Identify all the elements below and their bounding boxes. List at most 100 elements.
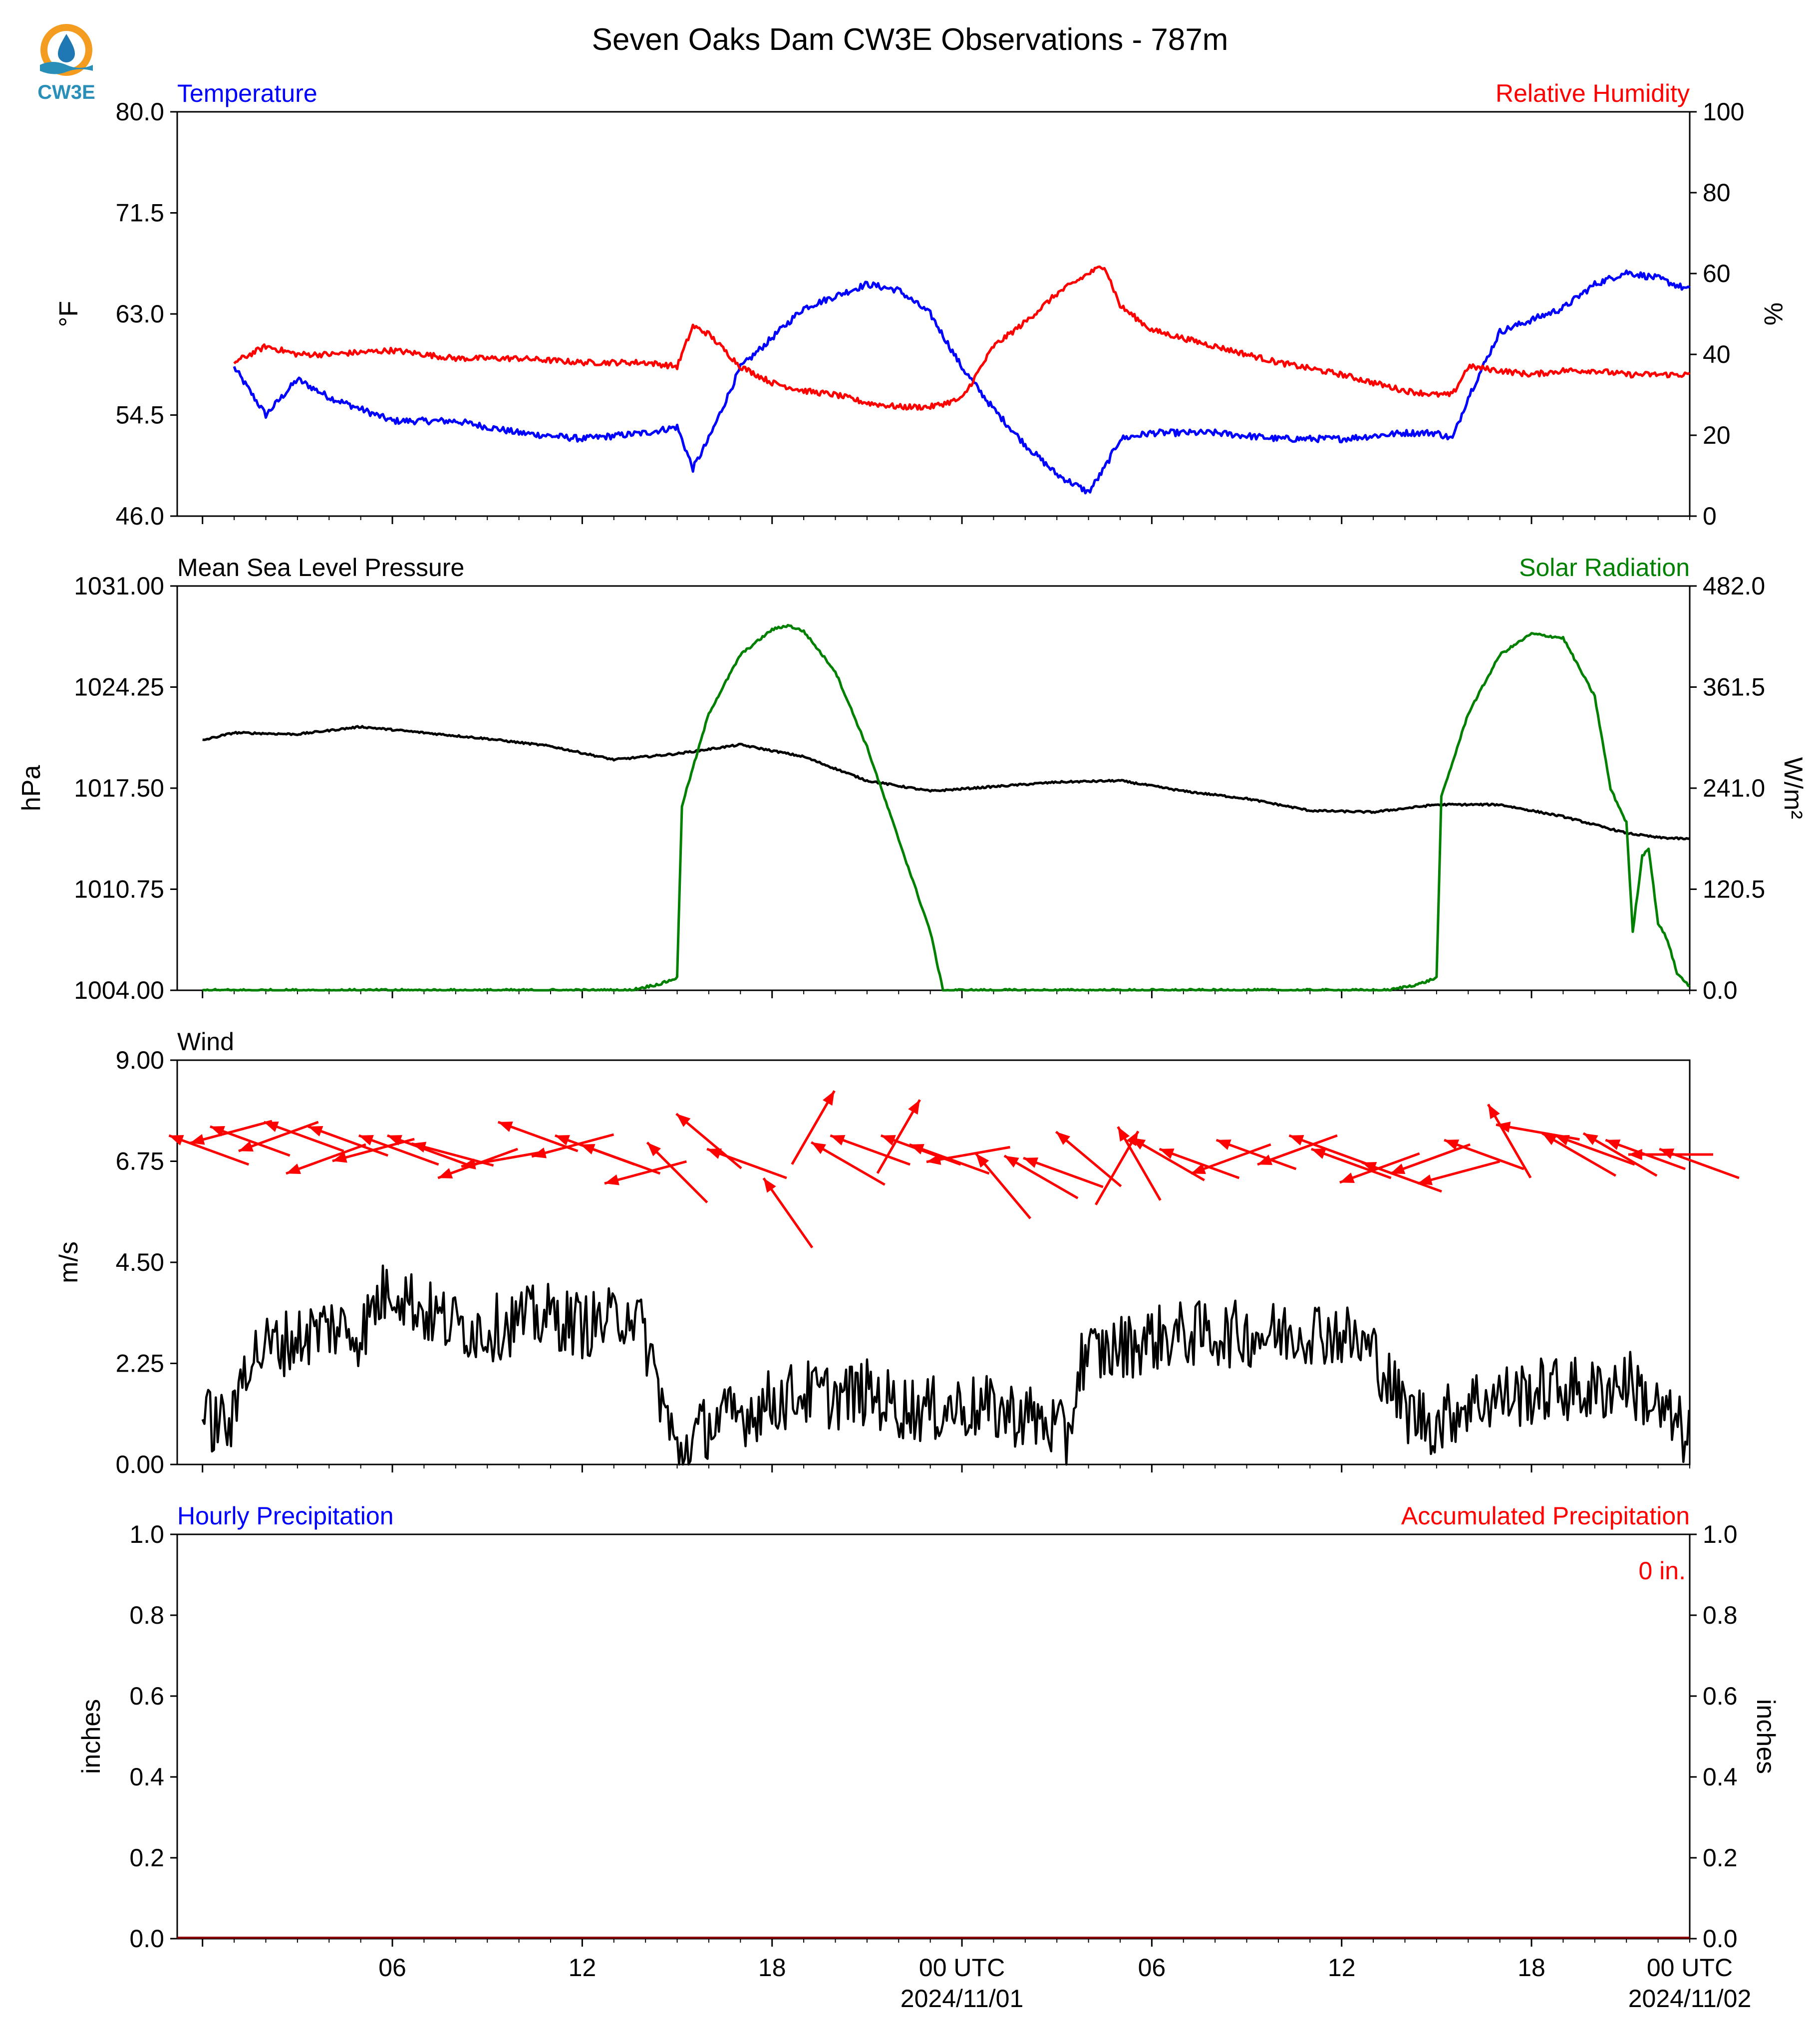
wind-arrow (604, 1160, 687, 1185)
wind-speed-line (201, 1264, 1690, 1466)
wind-arrow-shaft (497, 1121, 579, 1153)
wind-arrow (531, 1133, 614, 1159)
y-tick-label-left: 0.4 (129, 1763, 164, 1791)
wind-arrow (762, 1177, 814, 1249)
wind-arrow (1023, 1157, 1104, 1188)
wind-arrow (974, 1153, 1032, 1219)
temperature-line (233, 269, 1691, 495)
wind-arrow-shaft (238, 1121, 319, 1153)
y-tick-label-left: 4.50 (116, 1248, 164, 1276)
wind-arrow-head (1004, 1156, 1019, 1168)
y-tick-label-left: 1017.50 (74, 774, 164, 802)
y-tick-label-left: 0.6 (129, 1682, 164, 1710)
wind-arrow-head (605, 1174, 619, 1185)
wind-arrow (1417, 1160, 1501, 1185)
wind-arrow-shaft (1311, 1148, 1392, 1179)
y-tick-label-right: 482.0 (1703, 572, 1765, 600)
wind-arrow-shaft (1159, 1148, 1240, 1179)
wind-arrow-shaft (286, 1143, 366, 1175)
wind-arrow-head (1496, 1122, 1511, 1133)
y-axis-label-left: hPa (17, 765, 46, 812)
panel-title-left: Temperature (177, 79, 317, 107)
y-tick-label-left: 46.0 (116, 502, 164, 530)
wind-arrow-head (763, 1178, 776, 1193)
wind-arrow (1003, 1155, 1079, 1199)
wind-arrow (1659, 1148, 1740, 1179)
pressure-line (202, 725, 1690, 841)
y-tick-label-right: 361.5 (1703, 673, 1765, 701)
wind-arrow-shaft (1487, 1104, 1532, 1178)
wind-arrow-head (1216, 1140, 1231, 1150)
wind-arrow-head (461, 1158, 476, 1169)
wind-arrow (1215, 1139, 1297, 1170)
x-tick-label: 12 (1328, 1954, 1356, 1982)
wind-arrow (358, 1134, 439, 1166)
wind-arrow (1288, 1134, 1370, 1166)
wind-arrow-head (286, 1163, 302, 1174)
wind-arrow-shaft (1094, 1131, 1140, 1205)
wind-arrow-shaft (461, 1150, 546, 1168)
wind-arrow-head (580, 1144, 596, 1155)
y-axis-label-right: inches (1751, 1699, 1780, 1774)
wind-arrow (238, 1121, 319, 1153)
wind-arrow-head (1362, 1162, 1377, 1172)
wind-arrow (1390, 1143, 1471, 1175)
x-tick-label: 06 (378, 1954, 406, 1982)
y-tick-label-left: 80.0 (116, 98, 164, 126)
wind-arrow (1554, 1134, 1635, 1166)
wind-arrow-head (1628, 1149, 1642, 1160)
wind-arrow-head (975, 1153, 989, 1168)
wind-arrow-head (264, 1122, 279, 1132)
wind-arrow-head (1583, 1133, 1598, 1146)
y-tick-label-right: 0.4 (1703, 1763, 1738, 1791)
wind-arrow-head (438, 1168, 453, 1178)
x-tick-label: 18 (758, 1954, 786, 1982)
y-tick-label-left: 71.5 (116, 199, 164, 227)
wind-arrow-head (1131, 1138, 1146, 1150)
wind-arrow-head (1023, 1158, 1039, 1168)
wind-arrow-head (823, 1091, 835, 1106)
wind-arrow-shaft (706, 1148, 787, 1179)
wind-arrow-shaft (604, 1160, 687, 1185)
wind-arrow (332, 1138, 415, 1163)
wind-arrow-head (908, 1100, 920, 1115)
wind-arrow-head (555, 1135, 570, 1146)
wind-arrow-head (1056, 1132, 1070, 1145)
wind-arrow-shaft (926, 1146, 1010, 1163)
wind-arrow-shaft (1055, 1131, 1122, 1187)
wind-arrow (461, 1150, 546, 1169)
wind-arrow-shaft (332, 1138, 415, 1162)
plot-frame-0 (176, 111, 1691, 517)
wind-arrow (1191, 1143, 1271, 1175)
plot-frame-3 (176, 1533, 1691, 1940)
wind-arrow (168, 1134, 250, 1166)
y-tick-label-right: 20 (1703, 421, 1731, 449)
wind-arrow-head (411, 1142, 427, 1153)
x-date-label: 2024/11/01 (901, 1985, 1024, 2013)
y-tick-label-right: 80 (1703, 179, 1731, 207)
wind-arrow-head (1311, 1149, 1326, 1159)
wind-arrow (1257, 1134, 1338, 1166)
wind-arrow-shaft (387, 1134, 468, 1166)
wind-arrow-head (1542, 1133, 1557, 1146)
wind-arrow-shaft (358, 1134, 439, 1166)
wind-arrow (830, 1134, 910, 1166)
chart-title: Seven Oaks Dam CW3E Observations - 787m (592, 22, 1228, 57)
time-axis: 06 12 18 00 UTC 06 12 18 00 UTC 2024/11/01 2024/1… (378, 1954, 1751, 2013)
accumulated-total-annotation: 0 in. (1638, 1557, 1686, 1585)
y-tick-label-right: 0.0 (1703, 976, 1738, 1004)
wind-arrow-shaft (1444, 1139, 1524, 1170)
wind-arrow-head (707, 1149, 722, 1159)
solar-radiation-line (202, 623, 1690, 992)
wind-arrow-shaft (646, 1142, 708, 1203)
wind-arrow-head (1191, 1163, 1206, 1174)
y-tick-label-right: 40 (1703, 340, 1731, 368)
wind-arrow (1311, 1148, 1392, 1179)
y-tick-label-right: 0.2 (1703, 1844, 1738, 1872)
y-tick-label-right: 0 (1703, 502, 1717, 530)
y-tick-label-left: 1004.00 (74, 976, 164, 1004)
wind-arrow-shaft (974, 1153, 1032, 1219)
x-tick-label: 00 UTC (1647, 1954, 1733, 1982)
y-tick-label-right: 100 (1703, 98, 1744, 126)
wind-arrow-shaft (1361, 1161, 1442, 1193)
